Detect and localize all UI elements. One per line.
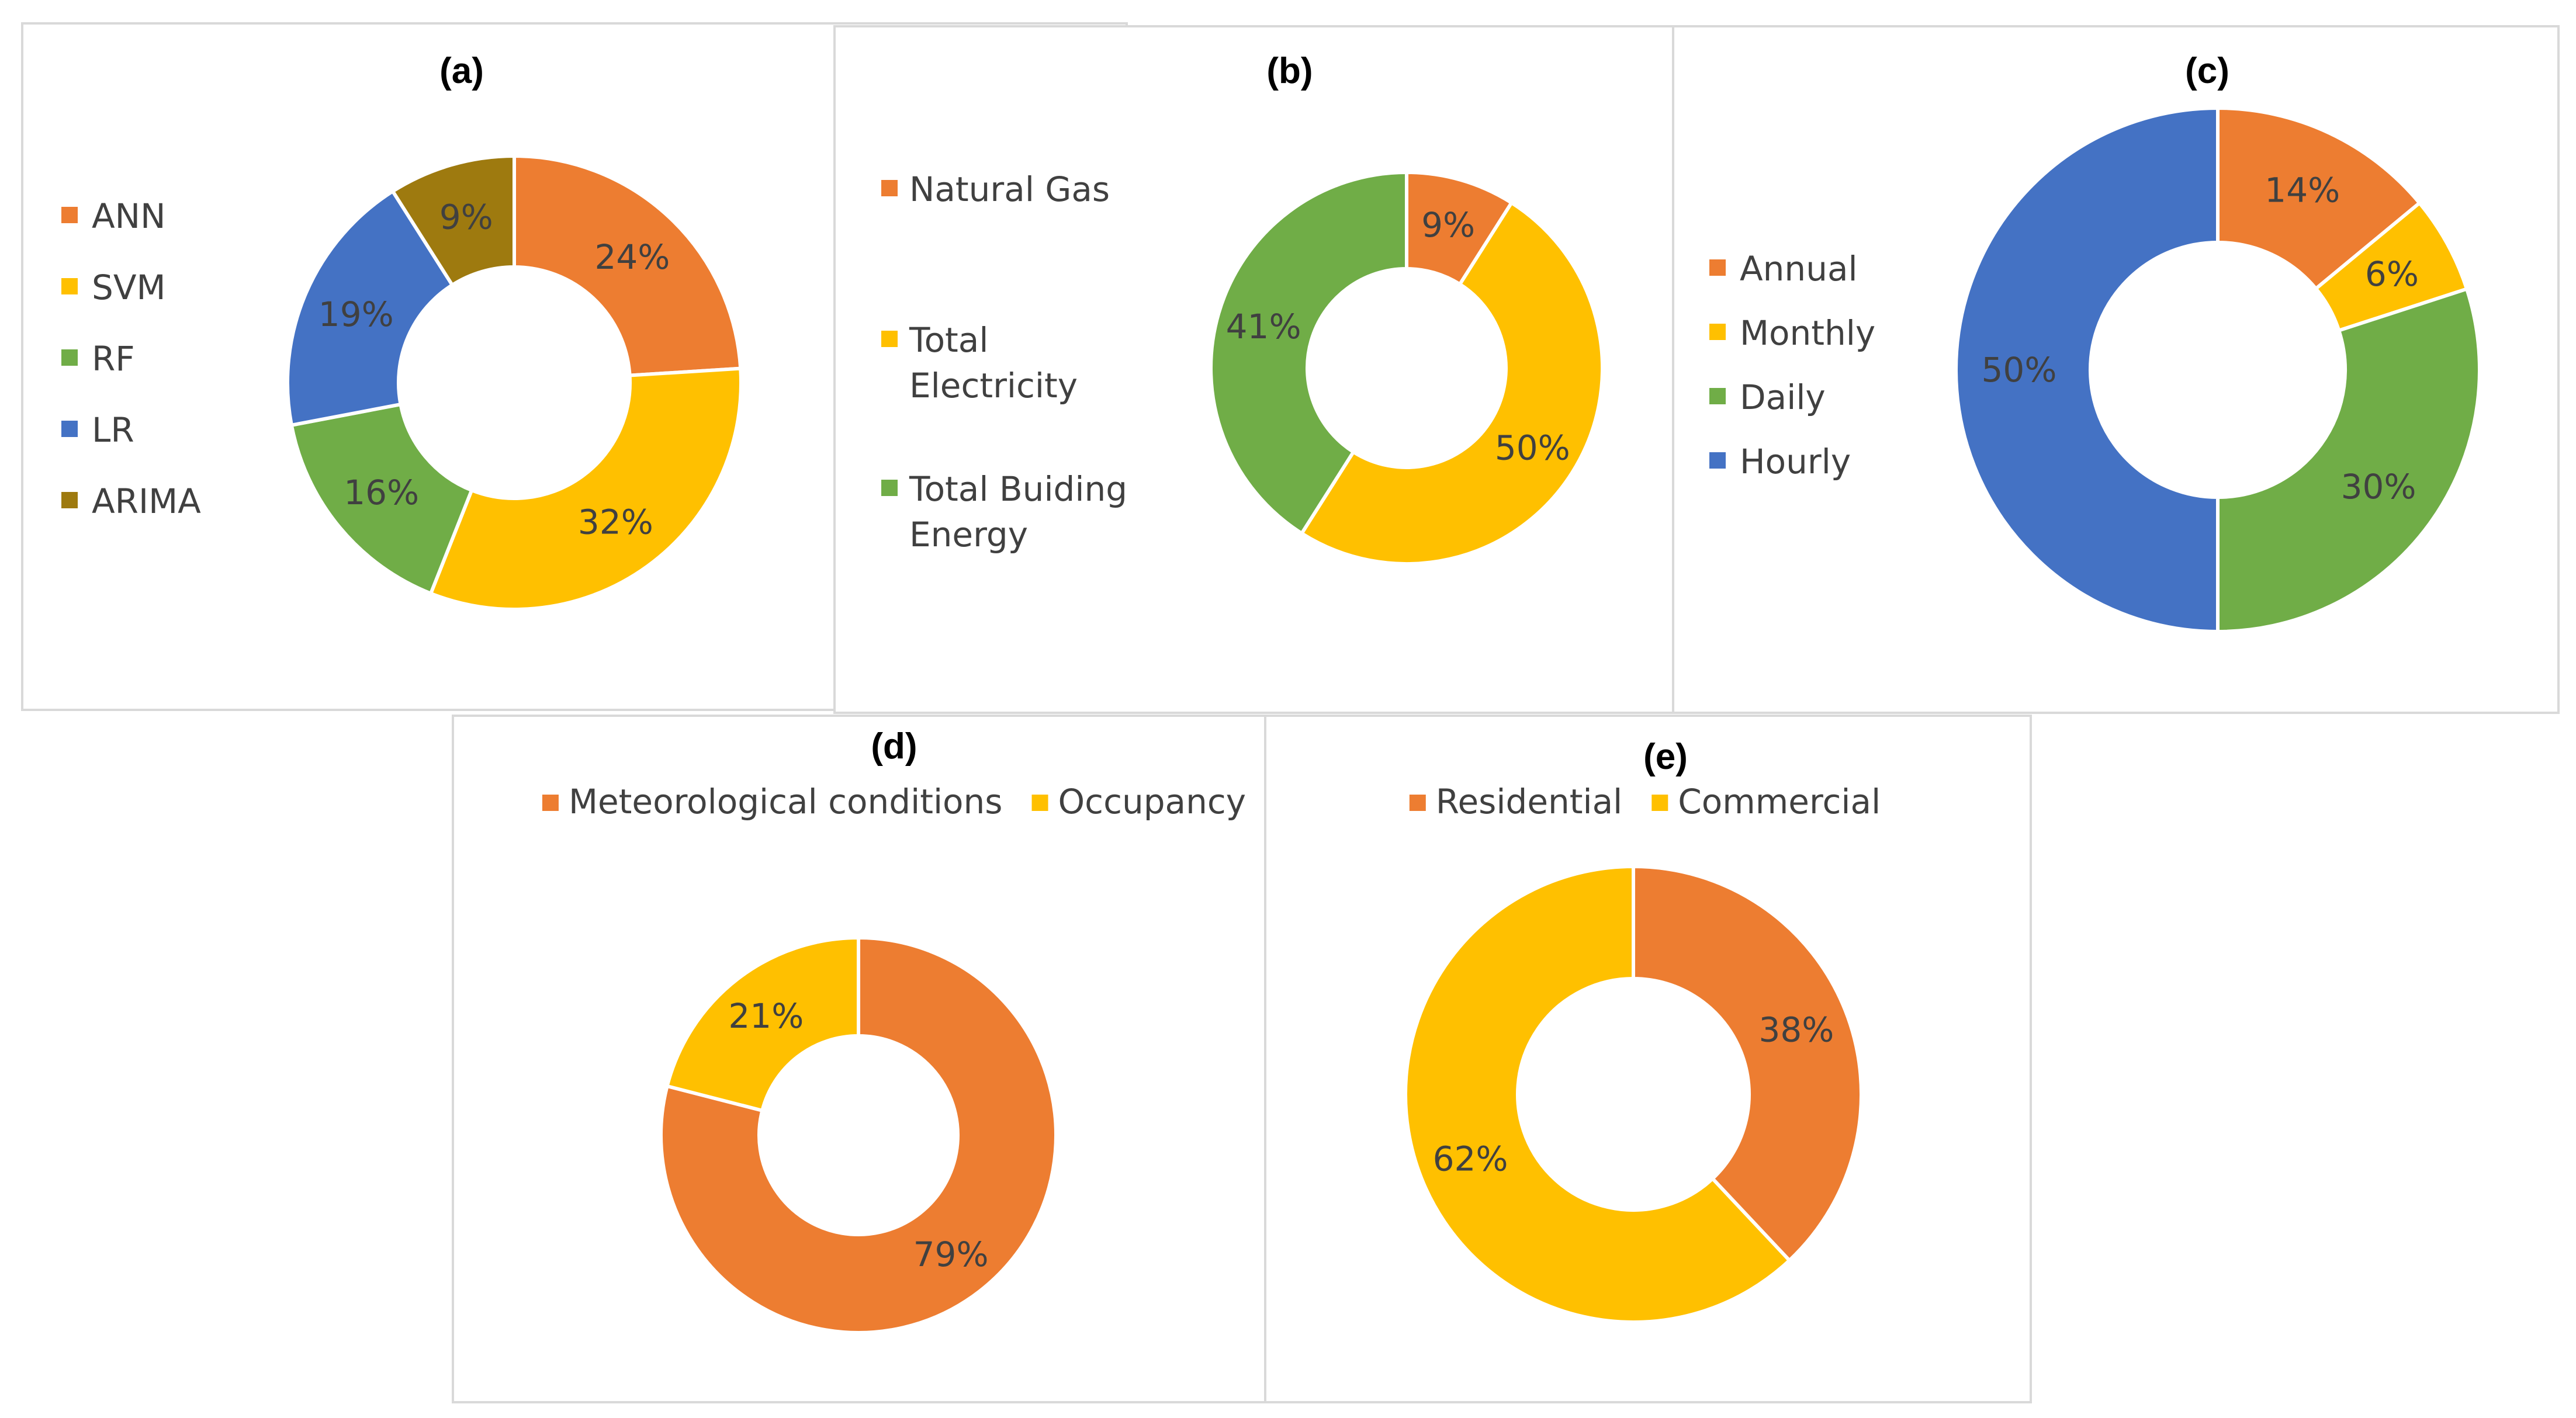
legend-label-a-3: LR [92,410,134,450]
donut-chart-c: 14% 6% 30% 50% [1954,106,2481,634]
legend-label-e-0: Residential [1436,782,1622,821]
data-label-a-4: 9% [439,197,493,237]
legend-label-a-1: SVM [92,268,166,307]
chart-title-a: (a) [439,51,484,91]
legend-label-d-0: Meteorological conditions [569,782,1003,821]
data-label-b-2: 41% [1226,307,1301,346]
legend-a: ANN SVM RF LR ARIMA [61,196,201,521]
legend-label-c-1: Monthly [1740,313,1875,353]
data-label-b-1: 50% [1495,428,1570,468]
data-label-c-0: 14% [2265,170,2340,210]
legend-marker-a-1 [61,278,78,294]
data-label-c-2: 30% [2341,467,2416,507]
data-label-e-1: 62% [1433,1139,1508,1178]
slice-a-ann [513,154,743,377]
legend-marker-b-1 [881,331,898,347]
legend-label-b-2-1: Energy [909,515,1028,554]
slice-d-meteorological-conditions [659,935,1058,1334]
legend-label-a-2: RF [92,339,135,379]
legend-label-c-0: Annual [1740,249,1858,289]
legend-label-c-3: Hourly [1740,442,1851,481]
legend-marker-a-4 [61,492,78,508]
legend-marker-a-2 [61,349,78,366]
legend-marker-c-1 [1709,324,1726,340]
legend-marker-c-0 [1709,259,1726,276]
legend-marker-c-3 [1709,452,1726,469]
data-label-b-0: 9% [1421,205,1475,245]
data-label-a-1: 32% [578,502,653,542]
legend-label-b-1-1: Electricity [909,366,1078,405]
donut-chart-b: 9% 50% 41% [1209,170,1604,566]
slice-c-hourly [1954,106,2220,634]
data-label-d-0: 79% [913,1235,989,1274]
legend-marker-d-1 [1031,795,1048,811]
slice-b-total-electricity [1299,200,1604,566]
legend-label-d-1: Occupancy [1058,782,1247,821]
legend-marker-d-0 [542,795,559,811]
chart-title-d: (d) [871,726,917,767]
chart-title-b: (b) [1266,51,1313,91]
data-label-c-1: 6% [2365,254,2419,294]
legend-d: Meteorological conditions Occupancy [542,782,1246,821]
data-label-c-3: 50% [1982,350,2057,390]
legend-marker-a-0 [61,207,78,223]
slice-b-total-buiding-energy [1209,170,1408,536]
data-label-d-1: 21% [728,996,804,1036]
chart-title-e: (e) [1643,737,1688,777]
legend-label-c-2: Daily [1740,377,1826,417]
legend-label-b-0-0: Natural Gas [909,169,1110,209]
data-label-a-2: 16% [344,473,419,512]
legend-label-b-2-0: Total Buiding [909,469,1127,509]
data-label-a-3: 19% [318,294,394,334]
legend-marker-b-2 [881,480,898,496]
donut-chart-a: 24% 32% 16% 19% 9% [286,154,743,611]
slice-e-commercial [1404,864,1792,1324]
slice-a-arima [390,154,516,287]
legend-marker-c-2 [1709,388,1726,404]
slice-e-residential [1632,864,1863,1263]
legend-marker-a-3 [61,421,78,437]
slice-d-occupancy [664,935,860,1113]
legend-label-b-1-0: Total [909,320,988,360]
data-label-a-0: 24% [594,237,670,277]
legend-label-a-0: ANN [92,196,165,236]
legend-label-e-1: Commercial [1678,782,1881,821]
legend-label-a-4: ARIMA [92,481,201,521]
legend-b: Natural Gas Total Electricity Total Buiding… [881,169,1127,554]
data-label-e-0: 38% [1758,1010,1834,1050]
slice-a-rf [289,402,475,596]
donut-chart-d: 79% 21% [659,935,1058,1334]
legend-marker-b-0 [881,180,898,196]
slice-a-svm [428,366,743,611]
legend-c: Annual Monthly Daily Hourly [1709,249,1875,481]
legend-marker-e-1 [1651,795,1668,811]
legend-marker-e-0 [1409,795,1426,811]
slice-a-lr [286,189,455,428]
chart-title-c: (c) [2185,51,2229,91]
donut-chart-e: 38% 62% [1404,864,1863,1324]
slice-c-daily [2216,286,2481,634]
legend-e: Residential Commercial [1409,782,1881,821]
